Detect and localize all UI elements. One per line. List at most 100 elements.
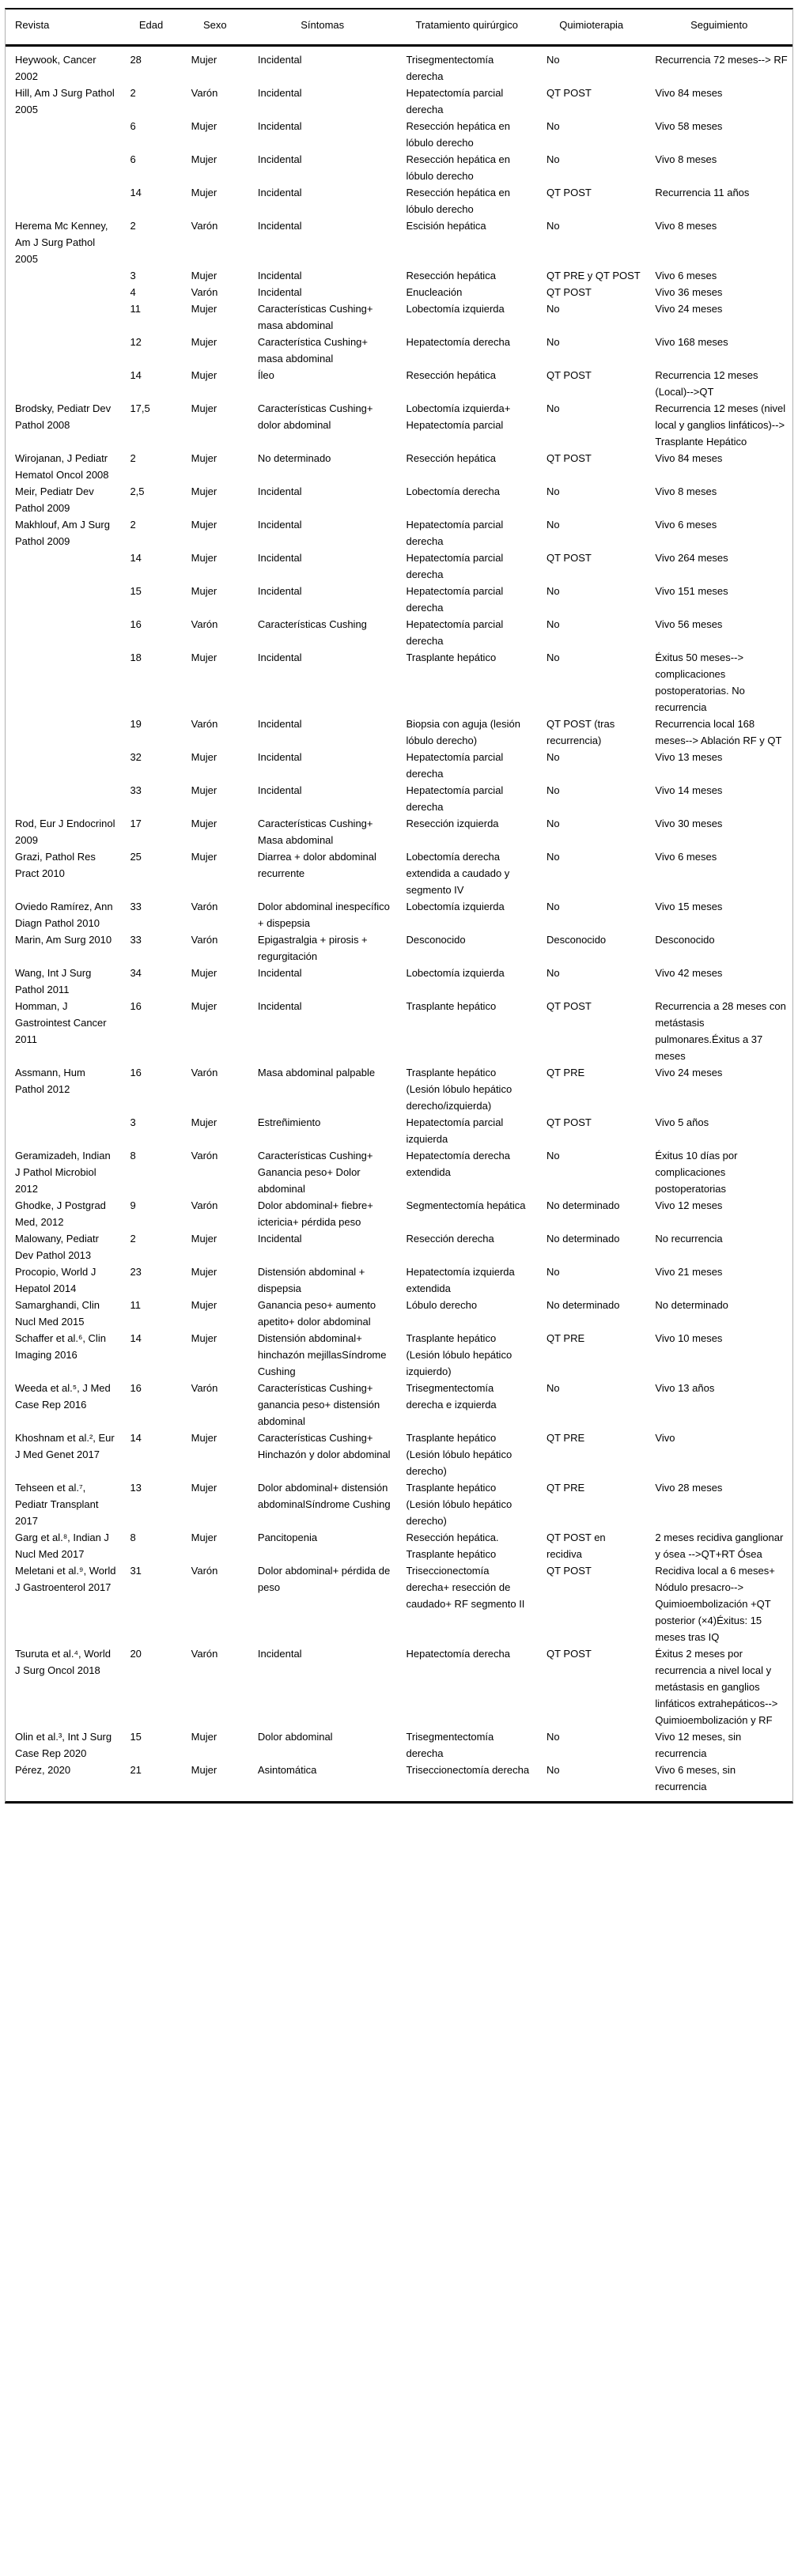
cell-tratamiento: Hepatectomía derecha	[406, 336, 510, 348]
column-header-edad: Edad	[138, 19, 164, 31]
table-row: 15 Mujer Incidental Hepatectomía parcial de…	[6, 583, 792, 616]
cell-sexo: Mujer	[191, 153, 217, 165]
cell-sintomas: Incidental	[257, 286, 302, 298]
cell-quimioterapia: QT PRE	[546, 1432, 585, 1444]
table-body: Heywook, Cancer 2002 28 Mujer Incidental Tri…	[6, 46, 792, 1802]
cell-tratamiento: Lobectomía derecha extendida a caudado y…	[406, 851, 510, 896]
cell-seguimiento: Éxitus 10 días por complicaciones postop…	[655, 1150, 738, 1195]
cell-revista: Pérez, 2020	[15, 1764, 71, 1776]
cell-tratamiento: Resección hepática	[406, 369, 496, 381]
cell-revista	[6, 716, 120, 749]
cell-edad: 15	[130, 585, 142, 597]
cell-tratamiento: Trasplante hepático	[406, 652, 497, 663]
cell-edad: 17,5	[130, 402, 150, 414]
cell-sintomas: No determinado	[257, 452, 331, 464]
cell-tratamiento: Hepatectomía parcial derecha	[406, 552, 504, 580]
cell-revista: Geramizadeh, Indian J Pathol Microbiol 2…	[15, 1150, 111, 1195]
cell-sexo: Mujer	[191, 402, 217, 414]
cell-sexo: Mujer	[191, 485, 217, 497]
cell-tratamiento: Trasplante hepático	[406, 1000, 497, 1012]
cell-quimioterapia: No	[546, 851, 560, 863]
cell-revista	[6, 583, 120, 616]
cell-revista: Rod, Eur J Endocrinol 2009	[15, 818, 115, 846]
table-row: Khoshnam et al.², Eur J Med Genet 2017 14…	[6, 1430, 792, 1479]
table-row: Weeda et al.⁵, J Med Case Rep 2016 16 Varó…	[6, 1380, 792, 1430]
cell-seguimiento: Vivo 168 meses	[655, 336, 728, 348]
cell-sintomas: Íleo	[257, 369, 274, 381]
table-row: 14 Mujer Íleo Resección hepática QT POST Recu…	[6, 367, 792, 400]
cell-seguimiento: Éxitus 2 meses por recurrencia a nivel l…	[655, 1648, 778, 1726]
cell-quimioterapia: QT POST	[546, 286, 592, 298]
table-row: Meir, Pediatr Dev Pathol 2009 2,5 Mujer Inc…	[6, 483, 792, 516]
cell-edad: 2	[130, 1233, 136, 1245]
cell-seguimiento: Vivo 24 meses	[655, 303, 723, 315]
cell-quimioterapia: No	[546, 652, 560, 663]
cell-quimioterapia: QT POST	[546, 187, 592, 198]
cell-sexo: Mujer	[191, 519, 217, 531]
cell-quimioterapia: No	[546, 303, 560, 315]
cell-quimioterapia: QT PRE	[546, 1482, 585, 1494]
cell-seguimiento: Vivo 6 meses	[655, 270, 717, 281]
cell-tratamiento: Resección izquierda	[406, 818, 499, 829]
cell-sintomas: Incidental	[257, 652, 302, 663]
cell-sexo: Mujer	[191, 818, 217, 829]
cell-revista: Brodsky, Pediatr Dev Pathol 2008	[15, 402, 112, 431]
table-row: 6 Mujer Incidental Resección hepática en ló…	[6, 151, 792, 184]
cell-seguimiento: Vivo 151 meses	[655, 585, 728, 597]
cell-sintomas: Incidental	[257, 967, 302, 979]
cell-edad: 2	[130, 452, 136, 464]
cell-edad: 18	[130, 652, 142, 663]
paper-page: Revista Edad Sexo Síntomas Tratamiento q…	[5, 8, 793, 1804]
cell-revista	[6, 367, 120, 400]
cell-sintomas: Incidental	[257, 1648, 302, 1660]
cell-sexo: Mujer	[191, 369, 217, 381]
cell-tratamiento: Lóbulo derecho	[406, 1299, 478, 1311]
cell-edad: 19	[130, 718, 142, 730]
cell-sintomas: Incidental	[257, 120, 302, 132]
cell-revista: Grazi, Pathol Res Pract 2010	[15, 851, 96, 879]
table-row: 3 Mujer Estreñimiento Hepatectomía parcial …	[6, 1114, 792, 1147]
cell-edad: 33	[130, 934, 142, 946]
cell-quimioterapia: No determinado	[546, 1233, 620, 1245]
cell-tratamiento: Trisegmentectomía derecha	[406, 1731, 494, 1759]
cell-tratamiento: Resección hepática	[406, 452, 496, 464]
table-row: Geramizadeh, Indian J Pathol Microbiol 2…	[6, 1147, 792, 1197]
cell-sexo: Mujer	[191, 967, 217, 979]
cell-sexo: Mujer	[191, 1482, 217, 1494]
table-row: Makhlouf, Am J Surg Pathol 2009 2 Mujer Inc…	[6, 516, 792, 550]
cell-tratamiento: Hepatectomía derecha extendida	[406, 1150, 510, 1178]
cell-tratamiento: Escisión hepática	[406, 220, 486, 232]
cell-sintomas: Características Cushing+ dolor abdominal	[257, 402, 373, 431]
cell-revista: Wirojanan, J Pediatr Hematol Oncol 2008	[15, 452, 109, 481]
table-row: Tsuruta et al.⁴, World J Surg Oncol 2018…	[6, 1645, 792, 1728]
cell-quimioterapia: No determinado	[546, 1199, 620, 1211]
cell-sintomas: Diarrea + dolor abdominal recurrente	[257, 851, 376, 879]
cell-edad: 16	[130, 618, 142, 630]
cell-seguimiento: Vivo 5 años	[655, 1116, 709, 1128]
cell-sexo: Varón	[191, 87, 218, 99]
cell-quimioterapia: No	[546, 1266, 560, 1278]
cell-sexo: Mujer	[191, 1116, 217, 1128]
cell-edad: 34	[130, 967, 142, 979]
cell-sintomas: Incidental	[257, 270, 302, 281]
cell-sintomas: Incidental	[257, 87, 302, 99]
cell-sintomas: Características Cushing	[257, 618, 367, 630]
cell-sintomas: Distensión abdominal + dispepsia	[257, 1266, 365, 1294]
cell-sintomas: Incidental	[257, 187, 302, 198]
cell-sintomas: Incidental	[257, 585, 302, 597]
cell-quimioterapia: QT POST	[546, 452, 592, 464]
cell-quimioterapia: QT POST	[546, 1565, 592, 1577]
cell-quimioterapia: No	[546, 901, 560, 912]
cell-revista: Procopio, World J Hepatol 2014	[15, 1266, 96, 1294]
cell-edad: 4	[130, 286, 136, 298]
cell-sintomas: Dolor abdominal inespecífico + dispepsia	[257, 901, 390, 929]
table-row: 32 Mujer Incidental Hepatectomía parcial de…	[6, 749, 792, 782]
table-row: Homman, J Gastrointest Cancer 2011 16 Muje…	[6, 998, 792, 1064]
cell-revista: Ghodke, J Postgrad Med, 2012	[15, 1199, 106, 1228]
cell-sintomas: Incidental	[257, 718, 302, 730]
cell-edad: 33	[130, 784, 142, 796]
cell-revista	[6, 616, 120, 649]
cell-revista: Hill, Am J Surg Pathol 2005	[15, 87, 115, 115]
cell-sexo: Mujer	[191, 585, 217, 597]
cell-revista	[6, 334, 120, 367]
